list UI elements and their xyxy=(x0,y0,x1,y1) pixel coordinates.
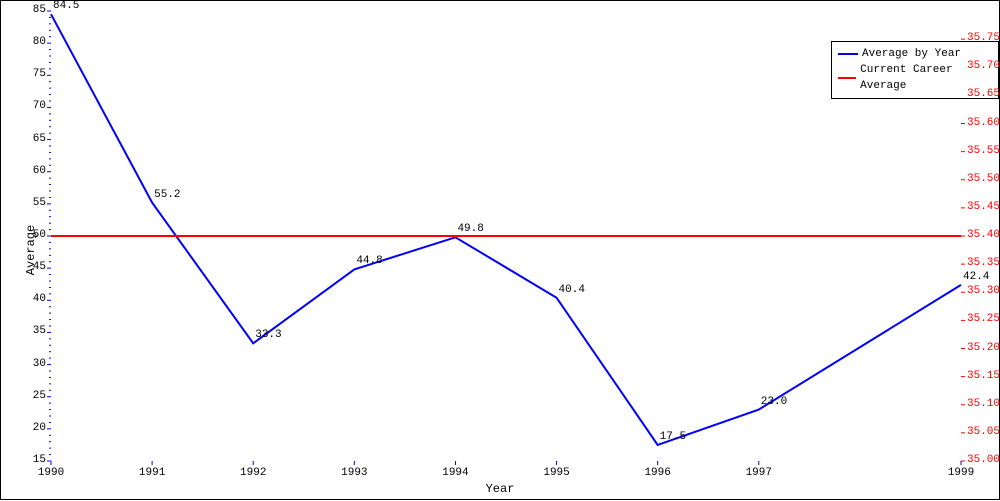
legend-label-0: Average by Year xyxy=(862,46,961,62)
data-label: 49.8 xyxy=(457,223,483,235)
data-label: 84.5 xyxy=(53,0,79,12)
legend-swatch-0 xyxy=(838,53,858,55)
data-label: 42.4 xyxy=(963,271,989,283)
x-axis-label: Year xyxy=(486,482,515,496)
chart-container: Average Year Average by Year Current Car… xyxy=(0,0,1000,500)
data-label: 33.3 xyxy=(255,329,281,341)
data-label: 17.5 xyxy=(660,431,686,443)
data-label: 44.8 xyxy=(356,255,382,267)
data-label: 40.4 xyxy=(559,284,585,296)
data-label: 55.2 xyxy=(154,189,180,201)
legend-swatch-1 xyxy=(838,77,856,79)
data-label: 23.0 xyxy=(761,396,787,408)
